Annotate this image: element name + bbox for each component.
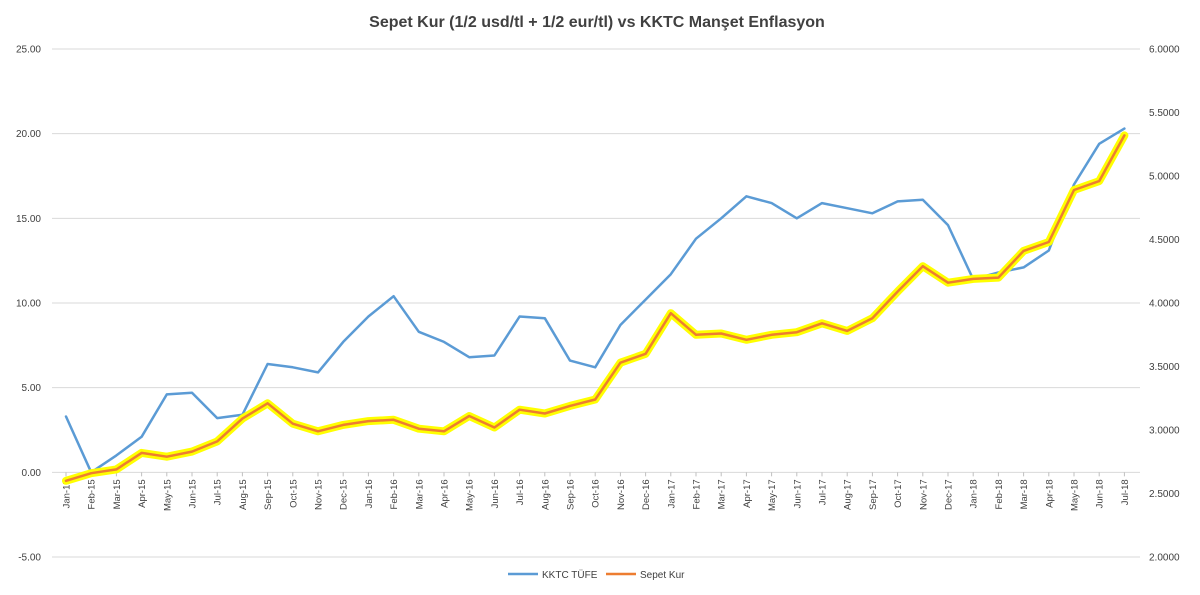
left-tick-label: 10.00 — [16, 299, 41, 310]
legend-label-kktc-tufe: KKTC TÜFE — [542, 569, 598, 581]
x-tick-label: Apr-18 — [1044, 479, 1055, 508]
x-tick-label: Sep-15 — [263, 479, 274, 510]
x-tick-label: Sep-16 — [566, 479, 577, 510]
x-axis-ticks: Jan-15 Feb-15 Mar-15 Apr-15 May-15 Jun-15 Jul-… — [62, 472, 1131, 511]
series-lines — [62, 127, 1129, 485]
x-tick-label: Jul-18 — [1120, 479, 1131, 505]
x-tick-label: Jan-17 — [666, 479, 677, 508]
x-tick-label: May-15 — [162, 479, 173, 511]
x-tick-label: Nov-17 — [918, 479, 929, 510]
right-tick-label: 2.0000 — [1149, 553, 1180, 564]
x-tick-label: Feb-16 — [389, 479, 400, 509]
x-tick-label: Nov-16 — [616, 479, 627, 510]
series-highlight-sepet-kur — [62, 131, 1129, 485]
x-tick-label: Apr-16 — [440, 479, 451, 508]
x-tick-label: Jul-16 — [515, 479, 526, 505]
x-tick-label: Jul-17 — [818, 479, 829, 505]
series-line-kktc-tufe — [64, 127, 1126, 474]
series-line-sepet-kur — [64, 134, 1126, 483]
x-tick-label: May-18 — [1070, 479, 1081, 511]
right-tick-label: 5.0000 — [1149, 172, 1180, 183]
x-tick-label: Jun-15 — [188, 479, 199, 508]
legend-label-sepet-kur: Sepet Kur — [640, 570, 685, 581]
x-tick-label: Jul-15 — [213, 479, 224, 505]
right-tick-label: 5.5000 — [1149, 108, 1180, 119]
left-tick-label: -5.00 — [18, 553, 41, 564]
x-tick-label: Jan-15 — [62, 479, 73, 508]
x-tick-label: Jun-18 — [1095, 479, 1106, 508]
x-tick-label: May-16 — [465, 479, 476, 511]
x-tick-label: Apr-15 — [137, 479, 148, 508]
x-tick-label: Sep-17 — [868, 479, 879, 510]
right-axis-ticks: 6.0000 5.5000 5.0000 4.5000 4.0000 3.5000 3.00… — [1149, 45, 1180, 564]
right-tick-label: 3.0000 — [1149, 426, 1180, 437]
x-tick-label: Feb-18 — [994, 479, 1005, 509]
left-axis-ticks: 25.00 20.00 15.00 10.00 5.00 0.00 -5.00 — [16, 45, 41, 564]
x-tick-label: Feb-15 — [87, 479, 98, 509]
x-tick-label: May-17 — [767, 479, 778, 511]
x-tick-label: Mar-15 — [112, 479, 123, 509]
x-tick-label: Jan-18 — [969, 479, 980, 508]
x-tick-label: Oct-15 — [288, 479, 299, 508]
x-tick-label: Dec-15 — [339, 479, 350, 510]
legend: KKTC TÜFE Sepet Kur — [508, 569, 685, 581]
x-tick-label: Aug-16 — [540, 479, 551, 510]
x-tick-label: Apr-17 — [742, 479, 753, 508]
x-tick-label: Jan-16 — [364, 479, 375, 508]
x-tick-label: Aug-15 — [238, 479, 249, 510]
gridlines — [52, 48, 1140, 558]
left-tick-label: 20.00 — [16, 129, 41, 140]
x-tick-label: Nov-15 — [314, 479, 325, 510]
right-tick-label: 2.5000 — [1149, 489, 1180, 500]
x-tick-label: Mar-17 — [717, 479, 728, 509]
x-tick-label: Jun-17 — [792, 479, 803, 508]
chart-title: Sepet Kur (1/2 usd/tl + 1/2 eur/tl) vs K… — [369, 14, 825, 31]
right-tick-label: 4.5000 — [1149, 235, 1180, 246]
x-tick-label: Mar-16 — [414, 479, 425, 509]
x-tick-label: Jun-16 — [490, 479, 501, 508]
x-tick-label: Oct-16 — [591, 479, 602, 508]
x-tick-label: Dec-16 — [641, 479, 652, 510]
x-tick-label: Feb-17 — [692, 479, 703, 509]
x-tick-label: Dec-17 — [944, 479, 955, 510]
left-tick-label: 25.00 — [16, 45, 41, 56]
right-tick-label: 6.0000 — [1149, 45, 1180, 56]
left-tick-label: 0.00 — [22, 468, 42, 479]
x-tick-label: Aug-17 — [843, 479, 854, 510]
left-tick-label: 15.00 — [16, 214, 41, 225]
right-tick-label: 4.0000 — [1149, 299, 1180, 310]
left-tick-label: 5.00 — [22, 383, 42, 394]
x-tick-label: Oct-17 — [893, 479, 904, 508]
right-tick-label: 3.5000 — [1149, 362, 1180, 373]
x-tick-label: Mar-18 — [1019, 479, 1030, 509]
